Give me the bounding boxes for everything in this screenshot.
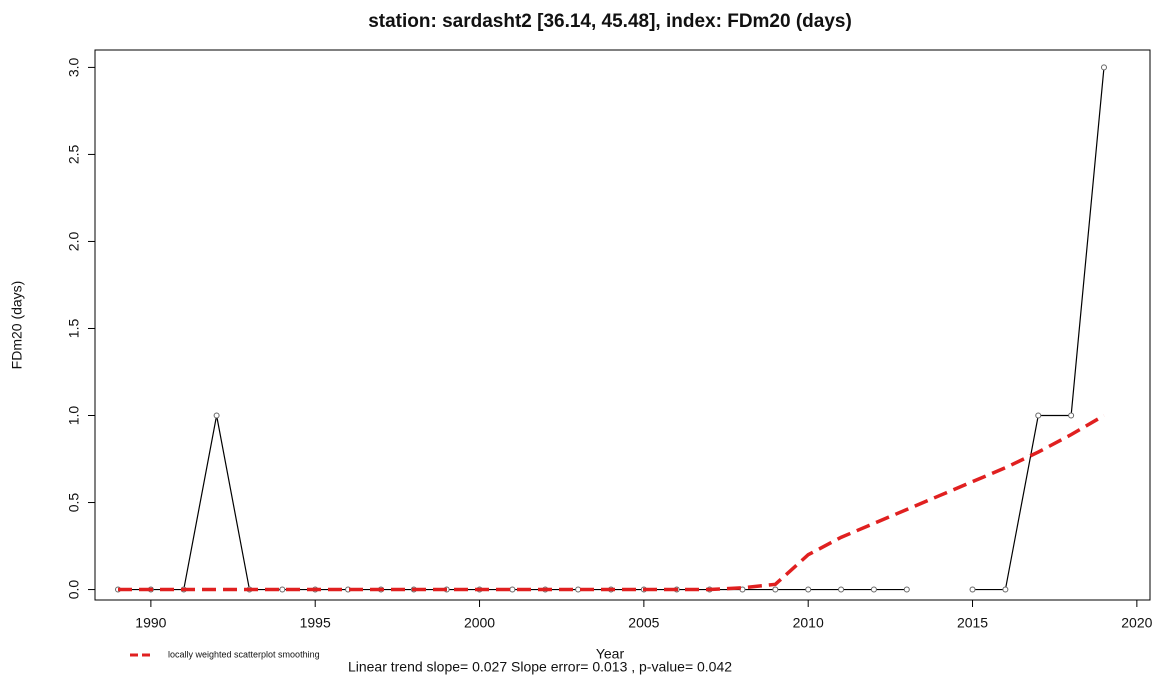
data-point [509, 586, 516, 593]
data-point [1002, 586, 1009, 593]
smooth-line [118, 413, 1105, 592]
y-tick-label: 2.0 [66, 232, 82, 252]
data-point [279, 586, 286, 593]
data-point [870, 586, 877, 593]
data-point [969, 586, 976, 593]
x-tick-label: 2005 [628, 615, 659, 631]
plot-frame [94, 49, 1151, 601]
data-line [118, 67, 1105, 591]
data-point [213, 412, 220, 419]
data-point [772, 586, 779, 593]
annotation: Linear trend slope= 0.027 Slope error= 0… [348, 659, 732, 675]
data-point [903, 586, 910, 593]
data-point [838, 586, 845, 593]
data-point [1035, 412, 1042, 419]
x-tick-label: 2000 [464, 615, 495, 631]
x-tick-label: 2010 [793, 615, 824, 631]
y-tick-label: 2.5 [66, 144, 82, 164]
y-tick-label: 3.0 [66, 57, 82, 77]
y-axis-label: FDm20 (days) [9, 281, 25, 370]
data-point [575, 586, 582, 593]
y-tick-label: 0.5 [66, 493, 82, 513]
y-tick-label: 1.5 [66, 319, 82, 339]
y-tick-label: 1.0 [66, 406, 82, 426]
x-tick-label: 1990 [135, 615, 166, 631]
legend-label: locally weighted scatterplot smoothing [168, 649, 320, 659]
x-axis-label: Year [596, 646, 625, 662]
data-point [1100, 64, 1107, 71]
data-point [1068, 412, 1075, 419]
x-tick-label: 2015 [957, 615, 988, 631]
chart-title: station: sardasht2 [36.14, 45.48], index… [368, 11, 852, 32]
x-tick-label: 2020 [1121, 615, 1152, 631]
y-tick-label: 0.0 [66, 580, 82, 600]
data-point [805, 586, 812, 593]
x-tick-label: 1995 [300, 615, 331, 631]
